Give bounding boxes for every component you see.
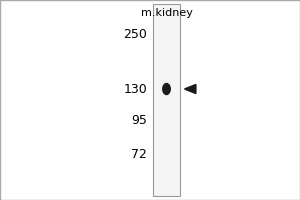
- Ellipse shape: [163, 84, 170, 95]
- Text: 250: 250: [123, 28, 147, 42]
- Text: 72: 72: [131, 148, 147, 160]
- Bar: [153, 4, 180, 196]
- Text: 130: 130: [123, 83, 147, 96]
- Polygon shape: [184, 84, 196, 94]
- Text: 95: 95: [131, 114, 147, 127]
- Text: m.kidney: m.kidney: [141, 8, 192, 18]
